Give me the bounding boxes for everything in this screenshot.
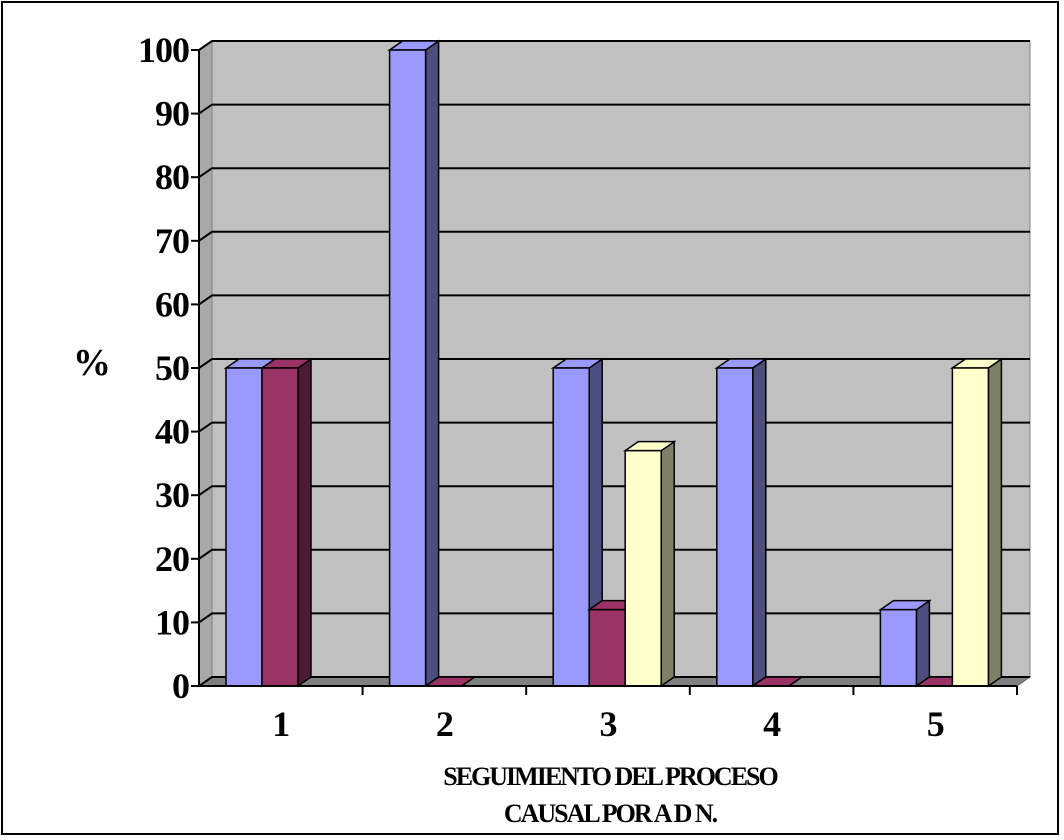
y-tick-label: 40 <box>155 412 189 452</box>
gridline <box>198 230 1030 242</box>
bar-side <box>752 357 767 688</box>
bar-front <box>716 367 754 687</box>
bar-4-series-1 <box>714 357 769 688</box>
y-axis-label: % <box>73 342 111 384</box>
gridline <box>198 167 1030 179</box>
bar-front <box>552 367 590 687</box>
x-tick-label: 1 <box>272 704 289 744</box>
plot-walls <box>197 40 1032 687</box>
x-tick-label: 5 <box>927 704 944 744</box>
bar-5-series-1 <box>877 599 932 688</box>
y-tick-label: 70 <box>155 221 189 261</box>
x-tick-label: 2 <box>436 704 453 744</box>
bar-front <box>261 367 299 687</box>
y-tick-labels: 0 10 20 30 40 50 60 70 80 90 100 <box>138 30 199 706</box>
y-tick-label: 90 <box>155 94 189 134</box>
bar-1-series-2 <box>259 357 314 688</box>
y-tick-label: 0 <box>172 666 189 706</box>
bar-side <box>660 440 675 688</box>
y-tick-label: 60 <box>155 284 189 324</box>
bar-front <box>879 608 918 687</box>
bar-front <box>951 367 990 687</box>
y-tick-label: 100 <box>138 30 189 70</box>
x-tick-labels: 1 2 3 4 5 <box>272 686 1018 744</box>
bar-side <box>987 357 1003 688</box>
gridline <box>198 103 1030 115</box>
y-tick-label: 30 <box>155 475 189 515</box>
bar-front <box>624 449 662 687</box>
bar-front <box>388 49 427 687</box>
bar-side <box>297 357 312 688</box>
x-axis-title-line-2: CAUSAL POR A D N. <box>504 799 718 828</box>
bar-side <box>424 39 440 688</box>
x-axis-title-line-1: SEGUIMIENTO DEL PROCESO <box>443 762 777 791</box>
x-tick-label: 3 <box>600 704 617 744</box>
y-tick-label: 50 <box>155 348 189 388</box>
x-tick-label: 4 <box>763 704 781 744</box>
y-tick-label: 80 <box>155 157 189 197</box>
bar-side <box>915 599 931 688</box>
bar-front <box>588 608 626 687</box>
bars <box>223 39 1004 688</box>
bar-2-series-1 <box>387 39 442 688</box>
gridline <box>198 294 1030 306</box>
bar-front <box>225 367 263 687</box>
bar-5-series-3 <box>949 357 1004 688</box>
y-tick-label: 20 <box>155 539 189 579</box>
bar-3-series-3 <box>622 440 677 688</box>
y-tick-label: 10 <box>155 602 189 642</box>
gridline <box>198 40 1030 51</box>
